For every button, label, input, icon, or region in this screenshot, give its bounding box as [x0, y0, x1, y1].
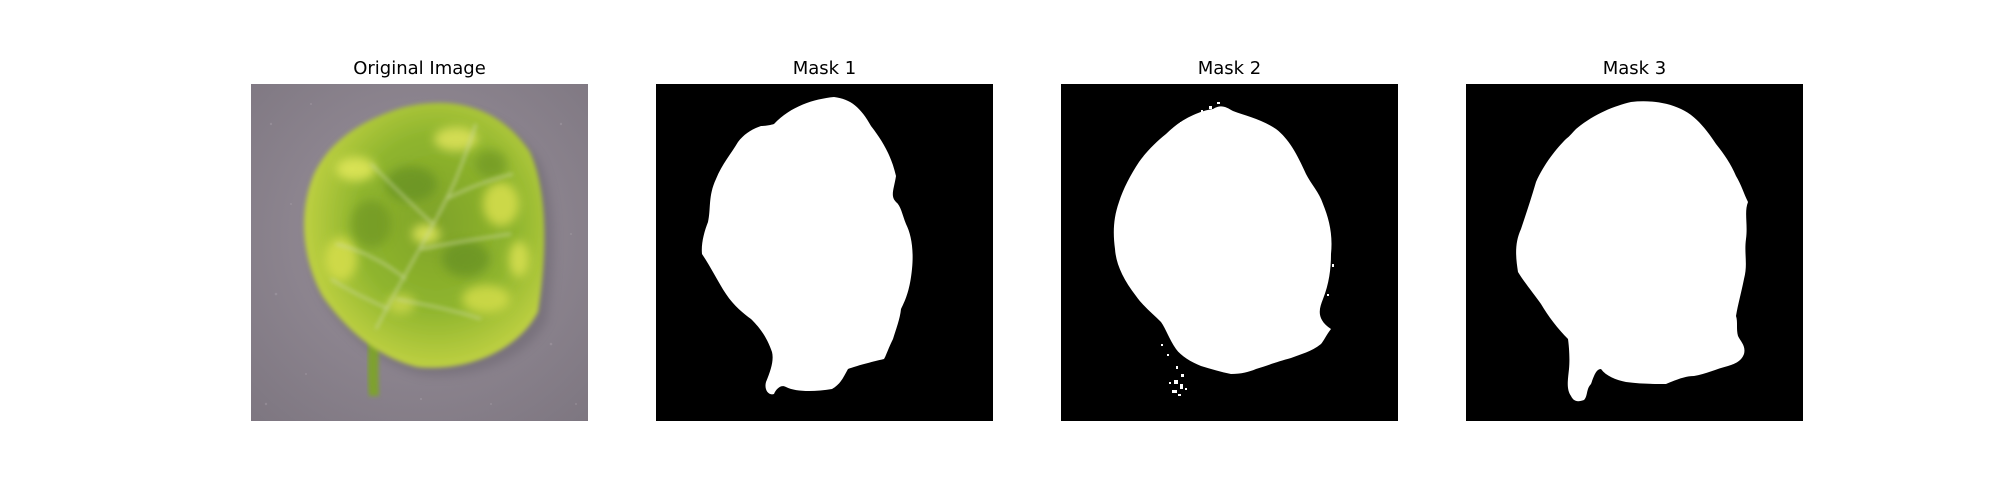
mask-1-region	[701, 97, 913, 395]
mask-2-image	[1061, 84, 1398, 421]
mask-1-image	[656, 84, 993, 421]
mask-3-image	[1466, 84, 1803, 421]
panel-title-mask-2: Mask 2	[1197, 58, 1262, 79]
leaf-photo	[251, 84, 588, 421]
panel-title-original-image: Original Image	[353, 58, 486, 79]
mask-3-panel	[1466, 84, 1803, 421]
mask-2-region	[1113, 106, 1332, 374]
panel-title-mask-1: Mask 1	[792, 58, 857, 79]
original-image-panel	[251, 84, 588, 421]
mask-1-panel	[656, 84, 993, 421]
panel-title-mask-3: Mask 3	[1602, 58, 1667, 79]
mask-2-panel	[1061, 84, 1398, 421]
mask-2-noise-specks	[1161, 102, 1334, 396]
mask-3-region	[1516, 101, 1748, 402]
